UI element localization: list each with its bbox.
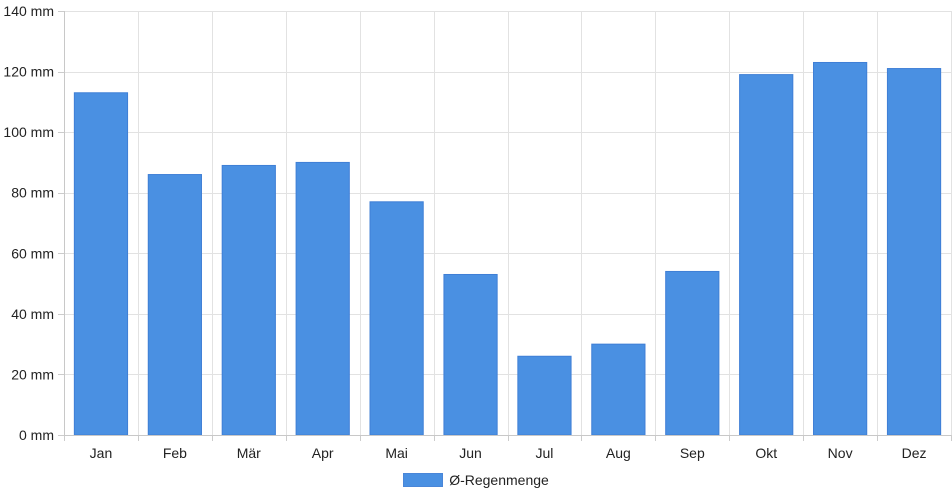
x-tick-label: Mai [385, 445, 408, 461]
bar-7 [591, 343, 646, 436]
bar-8 [665, 270, 720, 436]
grid-layer [64, 11, 952, 436]
y-tick-label: 20 mm [11, 366, 54, 382]
x-axis-labels: Jan Feb Mär Apr Mai Jun Jul Aug Sep Okt Nov Dez [90, 445, 927, 461]
bar-9 [739, 74, 794, 436]
x-tick-label: Jan [90, 445, 113, 461]
bar-10 [813, 61, 868, 436]
legend-label: Ø-Regenmenge [449, 472, 549, 488]
y-tick-label: 140 mm [3, 3, 54, 19]
bar-4 [369, 201, 424, 436]
x-tick-label: Nov [828, 445, 853, 461]
y-tick-label: 100 mm [3, 124, 54, 140]
y-axis-labels: 0 mm 20 mm 40 mm 60 mm 80 mm 100 mm 120 mm 140 … [3, 3, 54, 443]
bar-2 [221, 164, 276, 436]
bars-layer [73, 61, 942, 436]
y-tick-label: 80 mm [11, 185, 54, 201]
x-tick-label: Sep [680, 445, 705, 461]
x-tick-label: Apr [312, 445, 334, 461]
bar-11 [886, 68, 942, 436]
bar-5 [443, 273, 498, 436]
axes-layer [58, 11, 952, 441]
bar-1 [147, 174, 202, 436]
y-tick-label: 60 mm [11, 245, 54, 261]
x-tick-label: Jun [459, 445, 482, 461]
legend-swatch [403, 473, 444, 487]
x-tick-label: Jul [536, 445, 554, 461]
x-tick-label: Aug [606, 445, 631, 461]
bar-3 [295, 161, 350, 436]
legend: Ø-Regenmenge [0, 472, 952, 488]
bar-0 [73, 92, 129, 436]
x-tick-label: Dez [902, 445, 927, 461]
x-tick-label: Okt [755, 445, 777, 461]
y-tick-label: 0 mm [19, 427, 54, 443]
y-tick-label: 120 mm [3, 64, 54, 80]
x-tick-label: Mär [237, 445, 261, 461]
bar-6 [517, 355, 572, 436]
y-tick-label: 40 mm [11, 306, 54, 322]
x-tick-label: Feb [163, 445, 187, 461]
